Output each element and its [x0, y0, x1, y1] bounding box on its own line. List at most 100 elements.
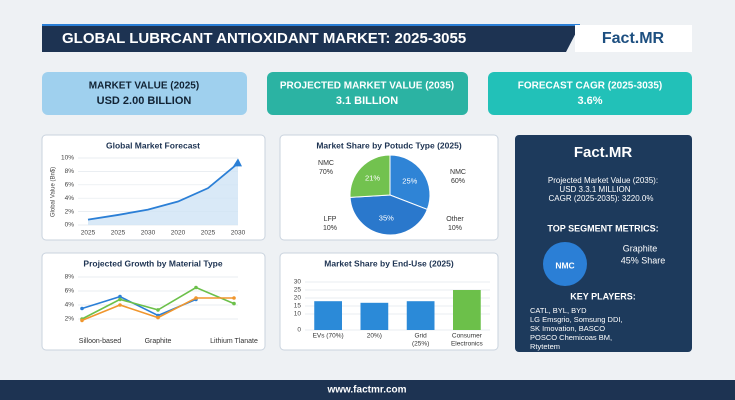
kpi-label: MARKET VALUE (2025) — [89, 81, 199, 92]
point — [80, 318, 84, 323]
pie-annotation: NMC — [318, 160, 334, 167]
pie-annotation: 10% — [448, 225, 462, 232]
y-tick-label: 25 — [294, 287, 302, 294]
bar — [360, 302, 389, 330]
x-tick-label: Graphite — [145, 338, 172, 345]
player: SK Imovation, BASCO — [530, 324, 605, 333]
footer-url: www.factmr.com — [326, 385, 406, 396]
kpi-card — [267, 72, 468, 115]
point — [80, 306, 84, 311]
segment-badge — [543, 242, 587, 286]
y-tick-label: 8% — [65, 274, 75, 281]
point — [194, 296, 198, 300]
slice-label: 21% — [365, 174, 380, 183]
point — [118, 303, 122, 307]
x-tick-label: 2025 — [201, 230, 216, 237]
point — [118, 297, 122, 302]
y-tick-label: 10 — [294, 311, 302, 318]
player: POSCO Chemicoas BM, — [530, 333, 612, 342]
y-tick-label: 10% — [61, 155, 74, 162]
pie-annotation: LFP — [324, 216, 337, 223]
area — [88, 163, 238, 225]
slice-label: 35% — [379, 214, 394, 223]
brand: Fact.MR — [602, 30, 665, 47]
brand-box — [575, 25, 692, 52]
header-title: GLOBAL LUBRCANT ANTIOXIDANT MARKET: 2025… — [62, 30, 466, 47]
arrow-head — [233, 158, 242, 167]
y-tick-label: 8% — [65, 168, 75, 175]
bar — [314, 301, 342, 330]
x-tick-label: 20%) — [367, 333, 382, 340]
header-stripe — [42, 24, 580, 26]
x-tick-label: 2025 — [81, 230, 96, 237]
point — [232, 301, 236, 306]
panel-brand: Fact.MR — [574, 144, 633, 161]
chart-title: Market Share by End-Use (2025) — [324, 258, 454, 268]
point — [156, 315, 160, 320]
footer-bar — [0, 380, 735, 400]
y-tick-label: 6% — [65, 182, 75, 189]
pie-slice — [349, 194, 428, 236]
kpi-label: PROJECTED MARKET VALUE (2035) — [280, 81, 454, 92]
point — [194, 285, 198, 290]
point — [156, 308, 160, 312]
kpi-value: USD 2.00 BILLION — [97, 95, 192, 107]
x-tick-label: 2025 — [111, 230, 126, 237]
x-tick-label: Silloon-based — [79, 338, 122, 345]
x-tick-label: Consumer — [452, 333, 483, 340]
header-bar — [42, 25, 580, 52]
panel-line: CAGR (2025-2035): 3220.0% — [549, 194, 654, 203]
y-tick-label: 0% — [65, 222, 75, 229]
pie-annotation: Other — [446, 216, 464, 223]
y-tick-label: 0 — [297, 327, 301, 334]
y-tick-label: 6% — [65, 288, 75, 295]
x-tick-label: (25%) — [412, 341, 429, 348]
line — [87, 162, 239, 221]
bar — [406, 301, 435, 330]
y-tick-label: 2% — [65, 316, 75, 323]
x-tick-label: 2020 — [171, 230, 186, 237]
pie-annotation: 60% — [451, 178, 465, 185]
y-axis-label: Global Value (Bn$) — [51, 167, 57, 217]
panel-line: Projected Market Value (2035): — [548, 176, 658, 185]
point — [232, 296, 236, 300]
y-tick-label: 4% — [65, 195, 75, 202]
x-tick-label: 2030 — [141, 230, 156, 237]
x-tick-label: Lithium Tlanate — [210, 338, 258, 345]
chart-title: Market Share by Potudc Type (2025) — [316, 140, 462, 150]
y-tick-label: 15 — [294, 303, 302, 310]
x-tick-label: EVs (70%) — [313, 333, 344, 340]
y-tick-label: 4% — [65, 302, 75, 309]
kpi-card — [488, 72, 692, 115]
pie-annotation: NMC — [450, 169, 466, 176]
y-tick-label: 2% — [65, 208, 75, 215]
segment-line: 45% Share — [621, 255, 666, 265]
kpi-card — [42, 72, 247, 115]
pie-annotation: 70% — [319, 169, 333, 176]
pie-slice — [349, 154, 391, 198]
slice-label: 25% — [402, 176, 417, 185]
player: CATL, BYL, BYD — [530, 306, 587, 315]
segment-badge-label: NMC — [555, 260, 574, 270]
panel-heading: KEY PLAYERS: — [570, 291, 636, 301]
x-tick-label: Electronics — [451, 341, 484, 348]
segment-line: Graphite — [623, 243, 658, 253]
x-tick-label: 2030 — [231, 230, 246, 237]
summary-panel — [515, 135, 692, 352]
point — [118, 294, 122, 299]
panel-line: USD 3.3.1 MILLION — [559, 185, 630, 194]
chart-title: Global Market Forecast — [106, 140, 200, 150]
x-tick-label: Grid — [414, 333, 427, 340]
panel-heading: TOP SEGMENT METRICS: — [547, 223, 658, 233]
kpi-value: 3.1 BILLION — [336, 95, 398, 107]
kpi-value: 3.6% — [577, 95, 602, 107]
chart-title: Projected Growth by Material Type — [83, 258, 222, 268]
kpi-label: FORECAST CAGR (2025-3035) — [518, 81, 662, 92]
bar — [453, 290, 481, 330]
y-tick-label: 30 — [294, 279, 302, 286]
player: LG Emsgrio, Somsung DDI, — [530, 315, 623, 324]
pie-slice — [389, 154, 431, 211]
pie-annotation: 10% — [323, 225, 337, 232]
y-tick-label: 20 — [294, 295, 302, 302]
